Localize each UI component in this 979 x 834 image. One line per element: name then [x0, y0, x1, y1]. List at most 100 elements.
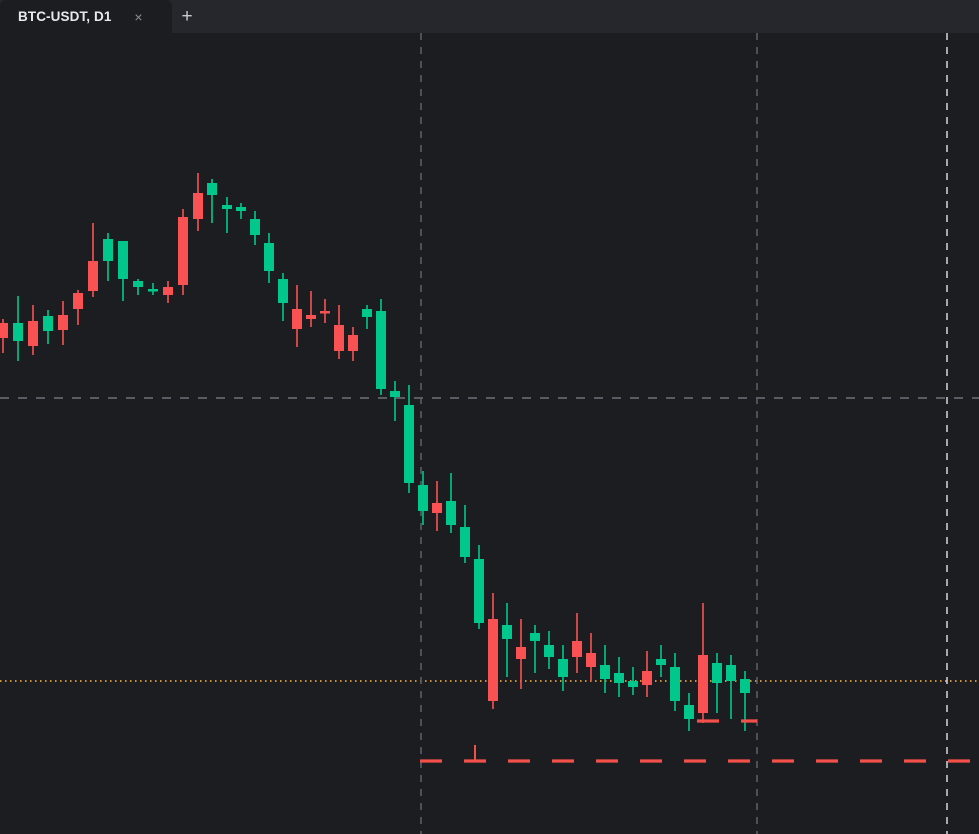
candle-body	[362, 309, 372, 317]
candle-body	[418, 485, 428, 511]
candle-body	[572, 641, 582, 657]
candle-body	[670, 667, 680, 701]
candle-up	[474, 545, 484, 629]
close-icon[interactable]: ×	[134, 8, 143, 25]
candle-down	[163, 281, 173, 303]
chart-canvas[interactable]	[0, 33, 979, 834]
candle-up	[460, 505, 470, 563]
candle-body	[250, 219, 260, 235]
candle-down	[88, 223, 98, 297]
candle-body	[178, 217, 188, 285]
candle-up	[726, 655, 736, 719]
candle-down	[642, 651, 652, 697]
candle-down	[178, 209, 188, 295]
candle-body	[163, 287, 173, 295]
candle-down	[432, 481, 442, 531]
candle-down	[58, 301, 68, 345]
candle-body	[516, 647, 526, 659]
candle-down	[320, 299, 330, 323]
candle-body	[726, 665, 736, 681]
candle-body	[390, 391, 400, 397]
candle-body	[656, 659, 666, 665]
candle-up	[530, 625, 540, 673]
candle-up	[390, 381, 400, 421]
candle-body	[148, 289, 158, 292]
candle-down	[698, 603, 708, 723]
candle-up	[376, 299, 386, 395]
candle-body	[740, 679, 750, 693]
candle-body	[446, 501, 456, 525]
candle-up	[628, 667, 638, 695]
candle-body	[278, 279, 288, 303]
candle-body	[348, 335, 358, 351]
tab-bar: BTC-USDT, D1 × +	[0, 0, 979, 33]
candle-up	[362, 305, 372, 329]
candle-body	[544, 645, 554, 657]
candle-body	[0, 323, 8, 338]
candle-body	[404, 405, 414, 483]
candle-body	[236, 207, 246, 211]
candle-down	[334, 305, 344, 359]
candle-up	[684, 693, 694, 731]
candle-up	[614, 657, 624, 697]
candle-down	[73, 290, 83, 325]
candle-body	[292, 309, 302, 329]
candle-up	[670, 653, 680, 711]
candle-down	[488, 593, 498, 709]
candle-body	[488, 619, 498, 701]
candle-up	[712, 653, 722, 713]
candle-up	[13, 296, 23, 361]
candle-body	[502, 625, 512, 639]
candle-body	[334, 325, 344, 351]
candle-up	[222, 197, 232, 233]
candle-body	[586, 653, 596, 667]
candle-up	[600, 645, 610, 693]
candle-down	[0, 319, 8, 353]
candle-down	[586, 633, 596, 681]
candle-up	[103, 233, 113, 281]
plus-icon[interactable]: +	[181, 6, 193, 27]
candle-body	[13, 323, 23, 341]
chart-background	[0, 33, 979, 834]
candle-body	[432, 503, 442, 513]
candle-up	[148, 283, 158, 295]
candle-body	[320, 311, 330, 314]
candle-body	[698, 655, 708, 713]
candle-body	[264, 243, 274, 271]
tab-btc-usdt-d1[interactable]: BTC-USDT, D1 ×	[0, 0, 172, 33]
candle-body	[43, 316, 53, 331]
candle-down	[572, 613, 582, 673]
candle-up	[404, 385, 414, 493]
candle-up	[118, 241, 128, 301]
candle-up	[250, 211, 260, 245]
candle-body	[306, 315, 316, 319]
candle-body	[628, 681, 638, 687]
candle-body	[103, 239, 113, 261]
candle-body	[207, 183, 217, 195]
candle-body	[88, 261, 98, 291]
candle-body	[73, 293, 83, 309]
candle-up	[236, 203, 246, 219]
candle-up	[133, 279, 143, 295]
candle-body	[530, 633, 540, 641]
candle-body	[474, 559, 484, 623]
candle-up	[418, 471, 428, 525]
candle-body	[712, 663, 722, 683]
candle-up	[558, 645, 568, 691]
candle-body	[133, 281, 143, 287]
candle-down	[306, 291, 316, 327]
candle-body	[684, 705, 694, 719]
candle-up	[207, 179, 217, 223]
candlestick-chart[interactable]	[0, 33, 979, 834]
candle-down	[348, 327, 358, 361]
tab-label: BTC-USDT, D1	[18, 9, 112, 24]
candle-body	[558, 659, 568, 677]
candle-body	[58, 315, 68, 330]
candle-up	[43, 310, 53, 344]
candle-down	[516, 619, 526, 689]
candle-body	[118, 241, 128, 279]
candle-up	[544, 631, 554, 669]
candle-body	[193, 193, 203, 219]
candle-body	[614, 673, 624, 683]
